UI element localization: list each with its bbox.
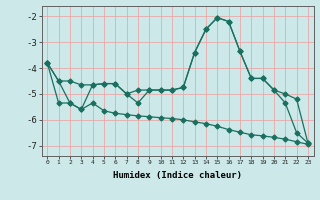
X-axis label: Humidex (Indice chaleur): Humidex (Indice chaleur) [113, 171, 242, 180]
